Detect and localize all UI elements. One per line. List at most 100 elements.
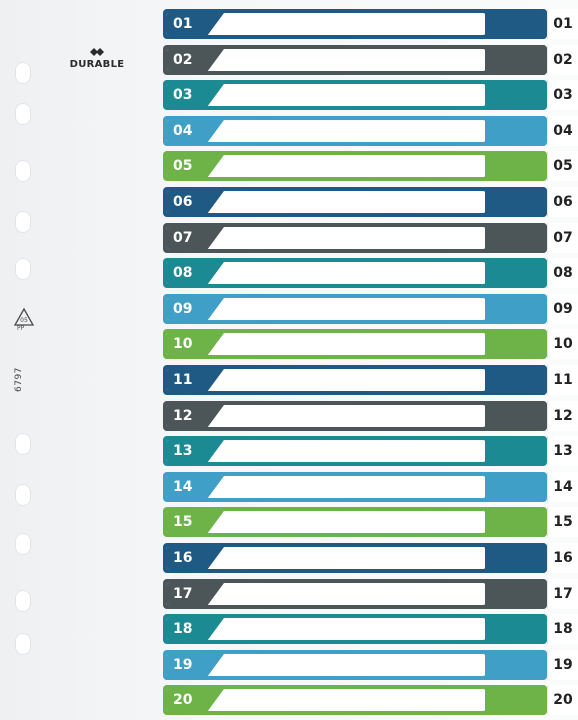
tab-number-right[interactable]: 09: [547, 294, 578, 324]
tab-number-left: 04: [166, 120, 224, 142]
tab-number-left: 05: [166, 155, 224, 177]
tab-number-right[interactable]: 06: [547, 187, 578, 217]
tab-number-right[interactable]: 10: [547, 329, 578, 359]
tab-writing-field[interactable]: [166, 155, 486, 177]
tab-row[interactable]: 05 05: [163, 151, 578, 181]
tab-number-right[interactable]: 12: [547, 401, 578, 431]
tab-writing-field[interactable]: [166, 689, 486, 711]
tab-bar: 08: [163, 258, 547, 288]
tab-color-block: [485, 614, 547, 644]
tab-number-right[interactable]: 13: [547, 436, 578, 466]
tab-row[interactable]: 03 03: [163, 80, 578, 110]
tab-row[interactable]: 04 04: [163, 116, 578, 146]
tab-color-block: [485, 472, 547, 502]
tab-row[interactable]: 14 14: [163, 472, 578, 502]
tab-color-block: [485, 329, 547, 359]
tab-number-right[interactable]: 15: [547, 507, 578, 537]
tab-number-right[interactable]: 20: [547, 685, 578, 715]
tab-row[interactable]: 20 20: [163, 685, 578, 715]
tab-number-right[interactable]: 17: [547, 579, 578, 609]
tab-writing-field[interactable]: [166, 13, 486, 35]
tab-number-right[interactable]: 03: [547, 80, 578, 110]
tab-writing-field[interactable]: [166, 583, 486, 605]
tab-number-right[interactable]: 16: [547, 543, 578, 573]
tab-writing-field[interactable]: [166, 298, 486, 320]
tab-row[interactable]: 02 02: [163, 45, 578, 75]
tab-row[interactable]: 01 01: [163, 9, 578, 39]
tab-writing-field[interactable]: [166, 120, 486, 142]
tab-row[interactable]: 10 10: [163, 329, 578, 359]
tab-bar: 01: [163, 9, 547, 39]
tab-number-left: 18: [166, 618, 224, 640]
material-label: PP: [17, 325, 25, 332]
tab-number-left: 03: [166, 84, 224, 106]
tab-bar: 05: [163, 151, 547, 181]
tab-number-left: 13: [166, 440, 224, 462]
tab-row[interactable]: 19 19: [163, 650, 578, 680]
tab-color-block: [485, 543, 547, 573]
tab-row[interactable]: 15 15: [163, 507, 578, 537]
tab-bar: 02: [163, 45, 547, 75]
tab-writing-field[interactable]: [166, 262, 486, 284]
tab-color-block: [485, 9, 547, 39]
tab-color-block: [485, 80, 547, 110]
tab-row[interactable]: 08 08: [163, 258, 578, 288]
tab-number-right[interactable]: 08: [547, 258, 578, 288]
tab-writing-field[interactable]: [166, 547, 486, 569]
tab-number-right[interactable]: 05: [547, 151, 578, 181]
tab-number-left: 11: [166, 369, 224, 391]
tab-bar: 17: [163, 579, 547, 609]
tab-writing-field[interactable]: [166, 405, 486, 427]
tab-writing-field[interactable]: [166, 511, 486, 533]
tab-row[interactable]: 13 13: [163, 436, 578, 466]
tab-row[interactable]: 06 06: [163, 187, 578, 217]
tab-number-left: 07: [166, 227, 224, 249]
tab-row[interactable]: 11 11: [163, 365, 578, 395]
tab-number-left: 09: [166, 298, 224, 320]
tab-number-left: 10: [166, 333, 224, 355]
tab-number-right[interactable]: 19: [547, 650, 578, 680]
tab-row[interactable]: 07 07: [163, 223, 578, 253]
tab-row[interactable]: 16 16: [163, 543, 578, 573]
tab-number-right[interactable]: 07: [547, 223, 578, 253]
tab-writing-field[interactable]: [166, 476, 486, 498]
tab-color-block: [485, 45, 547, 75]
tab-writing-field[interactable]: [166, 618, 486, 640]
punch-hole: [15, 484, 31, 506]
logo-chevron-icon: [90, 48, 104, 56]
tab-number-left: 14: [166, 476, 224, 498]
tab-bar: 15: [163, 507, 547, 537]
tab-number-right[interactable]: 01: [547, 9, 578, 39]
tab-writing-field[interactable]: [166, 84, 486, 106]
tab-row[interactable]: 18 18: [163, 614, 578, 644]
tab-number-right[interactable]: 18: [547, 614, 578, 644]
tab-writing-field[interactable]: [166, 369, 486, 391]
tab-writing-field[interactable]: [166, 227, 486, 249]
tab-bar: 06: [163, 187, 547, 217]
tab-writing-field[interactable]: [166, 654, 486, 676]
tab-bar: 10: [163, 329, 547, 359]
tab-color-block: [485, 151, 547, 181]
tab-row[interactable]: 17 17: [163, 579, 578, 609]
tab-number-right[interactable]: 04: [547, 116, 578, 146]
tab-number-right[interactable]: 02: [547, 45, 578, 75]
tab-writing-field[interactable]: [166, 191, 486, 213]
tab-color-block: [485, 685, 547, 715]
tab-writing-field[interactable]: [166, 333, 486, 355]
tab-row[interactable]: 12 12: [163, 401, 578, 431]
tab-number-right[interactable]: 11: [547, 365, 578, 395]
punch-hole: [15, 160, 31, 182]
tab-color-block: [485, 258, 547, 288]
tab-bar: 16: [163, 543, 547, 573]
tab-color-block: [485, 116, 547, 146]
tab-writing-field[interactable]: [166, 49, 486, 71]
tab-row[interactable]: 09 09: [163, 294, 578, 324]
tab-bar: 12: [163, 401, 547, 431]
punch-hole: [15, 590, 31, 612]
tab-color-block: [485, 650, 547, 680]
tab-writing-field[interactable]: [166, 440, 486, 462]
tab-number-right[interactable]: 14: [547, 472, 578, 502]
tab-number-left: 08: [166, 262, 224, 284]
punch-hole: [15, 633, 31, 655]
